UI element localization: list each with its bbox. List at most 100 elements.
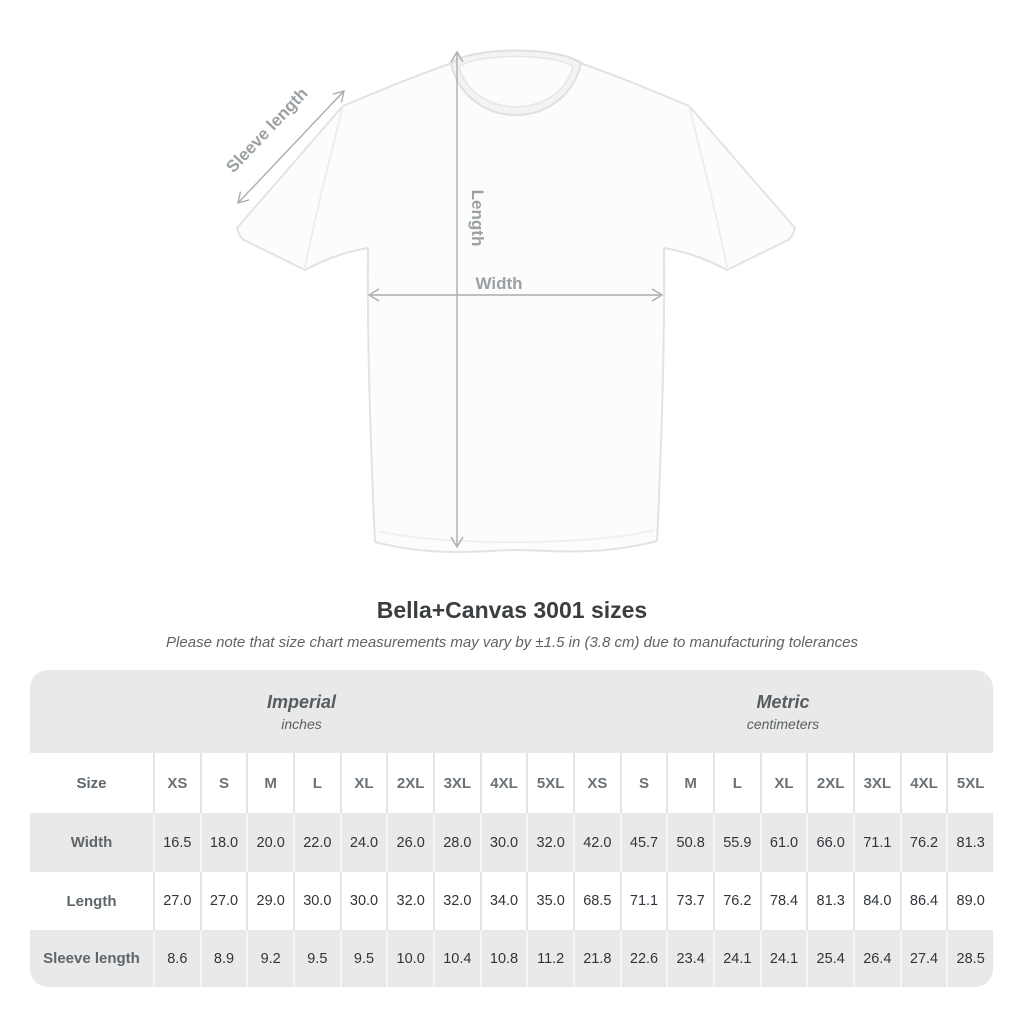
length-imperial-5xl: 35.0 [526, 872, 573, 930]
imperial-group-unit: inches [281, 715, 322, 732]
sleeve-arrowhead-top [332, 90, 345, 103]
length-metric-s: 71.1 [619, 872, 667, 930]
width-metric-xl: 61.0 [759, 813, 807, 872]
length-arrowhead-top [450, 50, 464, 63]
length-metric-m: 73.7 [666, 872, 713, 930]
sleeve-metric-2xl: 25.4 [806, 930, 853, 987]
width-imperial-l: 22.0 [293, 813, 340, 872]
width-arrowhead-right [651, 288, 664, 302]
size-col-metric-s: S [619, 753, 667, 813]
length-imperial-4xl: 34.0 [479, 872, 527, 930]
size-col-metric-4xl: 4XL [899, 753, 947, 813]
width-metric-m: 50.8 [666, 813, 713, 872]
length-imperial-s: 27.0 [199, 872, 247, 930]
right-sleeve-seam [688, 105, 728, 269]
length-metric-xl: 78.4 [759, 872, 807, 930]
sleeve-metric-xs: 21.8 [573, 930, 620, 987]
width-imperial-5xl: 32.0 [526, 813, 573, 872]
left-sleeve-seam [304, 105, 344, 269]
size-col-imperial-2xl: 2XL [386, 753, 433, 813]
metric-group-header: Metric centimeters [573, 670, 993, 753]
length-metric-3xl: 84.0 [853, 872, 900, 930]
tshirt-illustration [236, 49, 796, 553]
size-col-imperial-s: S [199, 753, 247, 813]
size-col-imperial-3xl: 3XL [433, 753, 480, 813]
sleeve-metric-3xl: 26.4 [853, 930, 900, 987]
sleeve-imperial-m: 9.2 [246, 930, 293, 987]
length-imperial-l: 30.0 [293, 872, 340, 930]
measurement-arrows [237, 50, 664, 549]
sleeve-imperial-4xl: 10.8 [479, 930, 527, 987]
width-metric-4xl: 76.2 [899, 813, 947, 872]
sleeve-imperial-2xl: 10.0 [386, 930, 433, 987]
length-arrow-label: Length [468, 190, 487, 247]
size-col-metric-5xl: 5XL [946, 753, 993, 813]
sleeve-imperial-xl: 9.5 [339, 930, 387, 987]
width-row-label: Width [30, 813, 153, 872]
length-metric-5xl: 89.0 [946, 872, 993, 930]
metric-group-unit: centimeters [746, 715, 820, 732]
size-col-metric-3xl: 3XL [853, 753, 900, 813]
sleeve-metric-5xl: 28.5 [946, 930, 993, 987]
length-row-label: Length [30, 872, 153, 930]
length-imperial-xl: 30.0 [339, 872, 387, 930]
sleeve-metric-m: 23.4 [666, 930, 713, 987]
size-col-imperial-4xl: 4XL [479, 753, 527, 813]
length-imperial-xs: 27.0 [153, 872, 200, 930]
size-col-metric-l: L [713, 753, 760, 813]
length-metric-2xl: 81.3 [806, 872, 853, 930]
width-imperial-m: 20.0 [246, 813, 293, 872]
width-metric-xs: 42.0 [573, 813, 620, 872]
size-table: Imperial inches Metric centimeters Size … [30, 670, 993, 987]
size-col-metric-xl: XL [759, 753, 807, 813]
sleeve-metric-4xl: 27.4 [899, 930, 947, 987]
sleeve-imperial-s: 8.9 [199, 930, 247, 987]
width-metric-s: 45.7 [619, 813, 667, 872]
tolerance-note: Please note that size chart measurements… [166, 634, 858, 651]
size-col-metric-2xl: 2XL [806, 753, 853, 813]
width-arrow-label: Width [475, 274, 522, 293]
size-col-metric-xs: XS [573, 753, 620, 813]
length-metric-l: 76.2 [713, 872, 760, 930]
length-metric-xs: 68.5 [573, 872, 620, 930]
sleeve-metric-s: 22.6 [619, 930, 667, 987]
sleeve-imperial-xs: 8.6 [153, 930, 200, 987]
size-col-imperial-xs: XS [153, 753, 200, 813]
width-imperial-xs: 16.5 [153, 813, 200, 872]
sleeve-metric-xl: 24.1 [759, 930, 807, 987]
tshirt-collar-inner [458, 55, 574, 108]
width-imperial-2xl: 26.0 [386, 813, 433, 872]
size-col-imperial-xl: XL [339, 753, 387, 813]
width-metric-3xl: 71.1 [853, 813, 900, 872]
width-imperial-4xl: 30.0 [479, 813, 527, 872]
length-imperial-3xl: 32.0 [433, 872, 480, 930]
length-imperial-m: 29.0 [246, 872, 293, 930]
width-imperial-xl: 24.0 [339, 813, 387, 872]
hem-stitch-line [377, 529, 655, 544]
width-metric-l: 55.9 [713, 813, 760, 872]
size-header-label: Size [30, 753, 153, 813]
imperial-group-name: Imperial [266, 691, 337, 712]
width-imperial-s: 18.0 [199, 813, 247, 872]
sleeve-imperial-3xl: 10.4 [433, 930, 480, 987]
sleeve-arrowhead-bottom [237, 191, 250, 204]
metric-group-name: Metric [756, 691, 810, 712]
sleeve-row-label: Sleeve length [30, 930, 153, 987]
width-arrowhead-left [367, 288, 380, 302]
width-imperial-3xl: 28.0 [433, 813, 480, 872]
size-col-imperial-5xl: 5XL [526, 753, 573, 813]
size-col-imperial-l: L [293, 753, 340, 813]
tshirt-measurement-diagram: Sleeve length Length Width [222, 49, 796, 553]
width-metric-2xl: 66.0 [806, 813, 853, 872]
sleeve-metric-l: 24.1 [713, 930, 760, 987]
sleeve-imperial-l: 9.5 [293, 930, 340, 987]
length-metric-4xl: 86.4 [899, 872, 947, 930]
size-col-metric-m: M [666, 753, 713, 813]
length-arrowhead-bottom [450, 536, 464, 549]
width-metric-5xl: 81.3 [946, 813, 993, 872]
length-imperial-2xl: 32.0 [386, 872, 433, 930]
tshirt-body [236, 51, 796, 553]
sleeve-length-arrow [237, 90, 345, 204]
page-title: Bella+Canvas 3001 sizes [376, 597, 648, 623]
